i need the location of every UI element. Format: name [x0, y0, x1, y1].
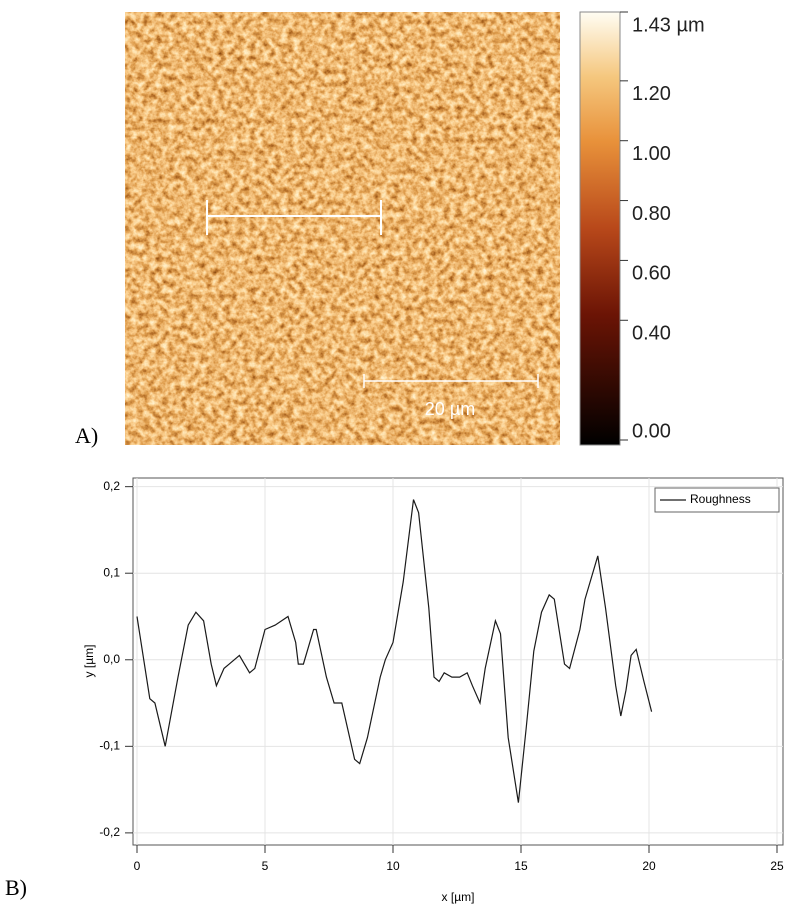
- colorbar-tick-label: 0.80: [632, 203, 671, 225]
- colorbar-tick-label: 0.40: [632, 323, 671, 345]
- colorbar-ticks: 1.43 µm 1.20 1.00 0.80 0.60 0.40 0.00: [620, 11, 705, 442]
- y-tick-label: -0,2: [99, 825, 120, 839]
- colorbar-tick-label: 0.60: [632, 263, 671, 285]
- plot-area: [132, 477, 784, 846]
- panel-label: B): [5, 875, 27, 900]
- legend-label: Roughness: [690, 492, 751, 506]
- plot: 0 5 10 15 20 25 -0,2 -0,1 0,0 0,1 0,2 Roughness: [99, 478, 784, 873]
- line-series: [136, 499, 653, 803]
- x-tick-label: 0: [134, 859, 141, 873]
- x-tick-label: 20: [642, 859, 656, 873]
- colorbar-tick-label: 1.20: [632, 83, 671, 105]
- x-tick-label: 10: [386, 859, 400, 873]
- panel-label: A): [75, 423, 98, 448]
- x-axis-label: x [µm]: [442, 890, 475, 904]
- scale-bar-label: 20 µm: [425, 399, 475, 419]
- x-tick-label: 5: [262, 859, 269, 873]
- x-tick-label: 25: [770, 859, 784, 873]
- y-tick-label: -0,1: [99, 738, 120, 752]
- y-tick-label: 0,1: [103, 565, 120, 579]
- colorbar-tick-label: 1.43 µm: [632, 14, 705, 36]
- colorbar-tick-label: 0.00: [632, 420, 671, 442]
- colorbar: [579, 11, 621, 446]
- afm-image: [125, 12, 560, 445]
- x-tick-label: 15: [514, 859, 528, 873]
- y-tick-label: 0,2: [103, 479, 120, 493]
- y-axis-label: y [µm]: [82, 645, 96, 678]
- colorbar-tick-label: 1.00: [632, 143, 671, 165]
- y-tick-label: 0,0: [103, 652, 120, 666]
